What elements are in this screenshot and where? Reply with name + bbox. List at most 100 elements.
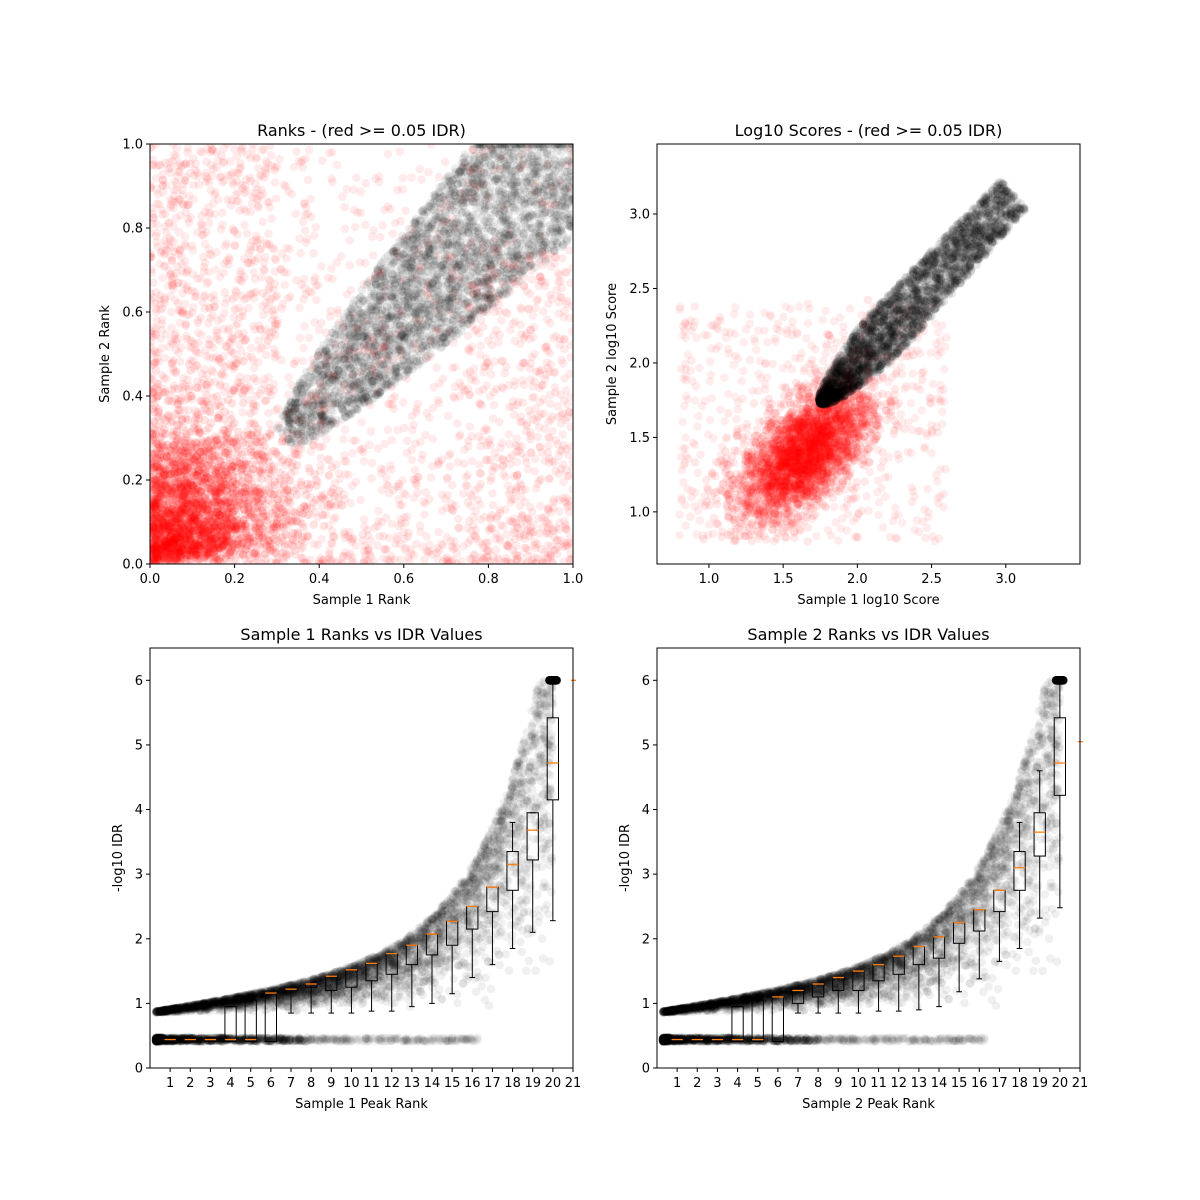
ranks-red-point	[230, 387, 239, 396]
ranks-red-point	[223, 257, 232, 266]
ranks-red-point	[516, 417, 525, 426]
ranks-red-point	[172, 214, 181, 223]
ranks-red-point	[197, 444, 206, 453]
ranks-red-point	[309, 520, 318, 529]
ranks-red-point	[566, 423, 575, 432]
ranks-red-point	[486, 515, 495, 524]
ranks-red-point	[157, 248, 166, 257]
ranks-red-point	[240, 479, 249, 488]
ranks-red-point	[401, 206, 410, 215]
ranks-red-point	[472, 325, 481, 334]
ranks-red-point	[352, 173, 361, 182]
ranks-red-point	[226, 157, 235, 166]
ranks-red-point	[325, 521, 334, 530]
ranks-red-point	[202, 228, 211, 237]
ranks-red-point	[463, 471, 472, 480]
ranks-red-point	[429, 434, 438, 443]
ranks-red-point	[245, 439, 254, 448]
ranks-red-point	[240, 273, 249, 282]
ranks-red-point	[173, 262, 182, 271]
ranks-red-point	[542, 358, 551, 367]
ranks-red-point	[220, 371, 229, 380]
ranks-red-point	[207, 251, 216, 260]
ranks-red-point	[485, 524, 494, 533]
ranks-red-point	[231, 539, 240, 548]
ranks-red-point	[341, 426, 350, 435]
ranks-red-point	[296, 334, 305, 343]
ranks-red-point	[476, 469, 485, 478]
ranks-red-point	[284, 187, 293, 196]
ranks-red-point	[168, 386, 177, 395]
ranks-red-point	[319, 442, 328, 451]
ranks-red-point	[171, 553, 180, 562]
ranks-red-point	[361, 259, 370, 268]
ranks-red-point	[444, 412, 453, 421]
ranks-red-point	[173, 279, 182, 288]
ranks-red-point	[287, 541, 296, 550]
ranks-red-point	[411, 479, 420, 488]
ranks-red-point	[252, 377, 261, 386]
ranks-red-point	[565, 501, 574, 510]
ranks-red-point	[270, 519, 279, 528]
ranks-red-point	[544, 505, 553, 514]
ranks-red-point	[562, 268, 571, 277]
ranks-red-point	[154, 519, 163, 528]
ranks-red-point	[539, 307, 548, 316]
ranks-red-point	[562, 521, 571, 530]
ranks-red-point	[264, 285, 273, 294]
ranks-red-point	[525, 532, 534, 541]
ranks-red-point	[189, 303, 198, 312]
ranks-red-point	[238, 389, 247, 398]
ranks-red-point	[357, 418, 366, 427]
ranks-red-point	[506, 326, 515, 335]
ranks-red-point	[275, 155, 284, 164]
ranks-red-point	[462, 481, 471, 490]
ranks-red-point	[455, 523, 464, 532]
ranks-red-point	[517, 513, 526, 522]
ranks-red-point	[391, 219, 400, 228]
ranks-red-point	[173, 428, 182, 437]
ranks-red-point	[249, 522, 258, 531]
ranks-red-point	[236, 313, 245, 322]
ranks-red-point	[280, 281, 289, 290]
ranks-red-point	[226, 482, 235, 491]
ranks-red-point	[153, 413, 162, 422]
ranks-red-point	[510, 495, 519, 504]
ranks-red-point	[563, 400, 572, 409]
ranks-red-point	[511, 337, 520, 346]
ranks-red-point	[290, 508, 299, 517]
ranks-red-point	[400, 424, 409, 433]
ranks-red-point	[228, 295, 237, 304]
ranks-red-point	[204, 278, 213, 287]
ranks-red-point	[386, 461, 395, 470]
ranks-red-point	[148, 530, 157, 539]
ranks-red-point	[263, 240, 272, 249]
ranks-red-point	[246, 242, 255, 251]
ranks-red-point	[250, 533, 259, 542]
ranks-red-point	[147, 486, 156, 495]
ranks-red-point	[291, 210, 300, 219]
ranks-red-point	[568, 327, 577, 336]
ranks-red-point	[243, 259, 252, 268]
ranks-red-point	[318, 156, 327, 165]
ranks-red-point	[246, 291, 255, 300]
ranks-red-point	[238, 408, 247, 417]
ranks-red-point	[554, 402, 563, 411]
ranks-red-point	[279, 509, 288, 518]
ranks-red-point	[222, 343, 231, 352]
ranks-red-point	[382, 473, 391, 482]
ranks-red-point	[288, 458, 297, 467]
ranks-red-point	[464, 539, 473, 548]
ranks-red-point	[153, 383, 162, 392]
ranks-red-point	[148, 439, 157, 448]
ranks-red-point	[147, 265, 156, 274]
ranks-red-point	[265, 420, 274, 429]
ranks-red-point	[536, 272, 545, 281]
ranks-red-point	[304, 176, 313, 185]
ranks-red-point	[193, 377, 202, 386]
ranks-red-point	[296, 249, 305, 258]
ranks-red-point	[504, 481, 513, 490]
ranks-red-point	[297, 280, 306, 289]
ranks-red-point	[497, 316, 506, 325]
ranks-red-point	[185, 310, 194, 319]
